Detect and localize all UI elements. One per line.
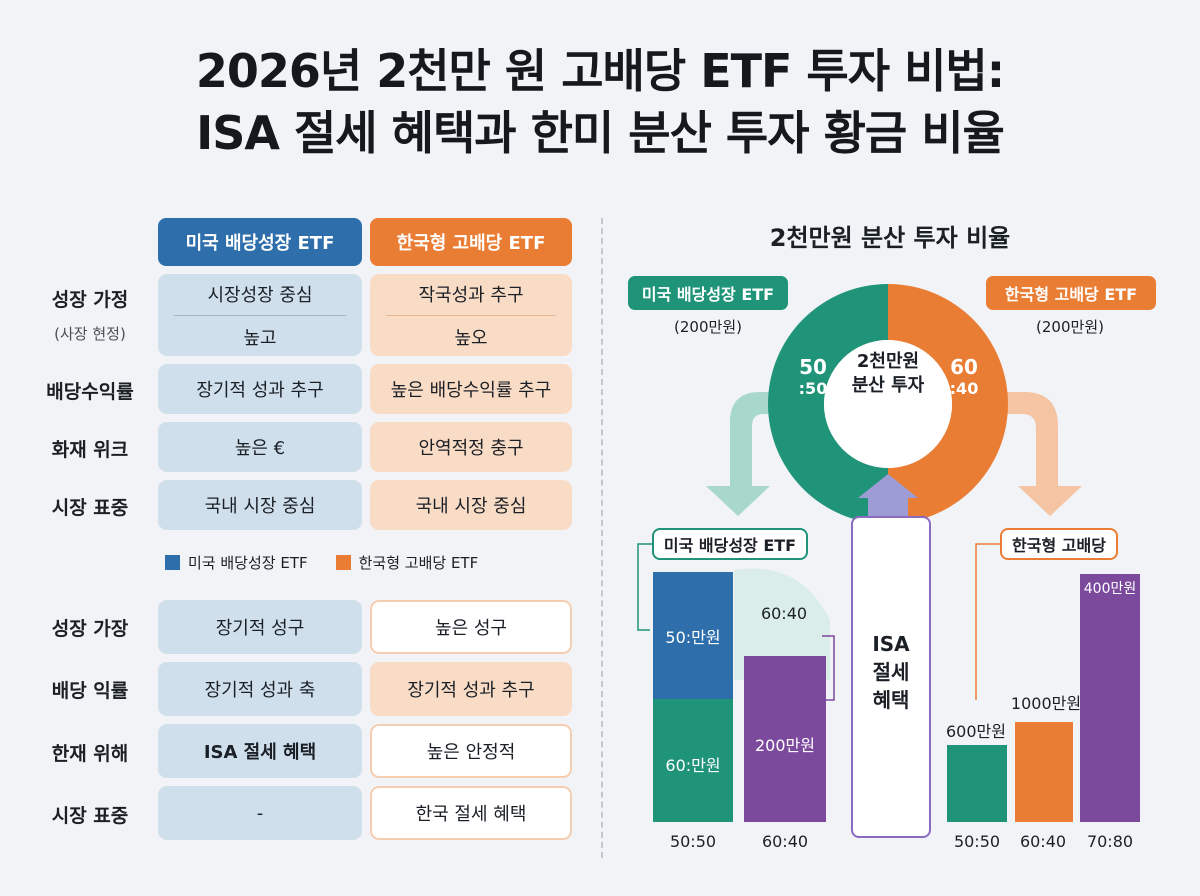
cell-divider (174, 314, 346, 316)
row-label-growth: 성장 가정 (51, 289, 129, 311)
cell-kr-growth-2: 높은 성구 (370, 600, 572, 654)
row-label-market-2: 시장 표중 (51, 805, 129, 827)
isa-label: ISA 절세 혜택 (851, 630, 931, 714)
cell-us-dividend-yield: 장기적 성과 추구 (158, 364, 362, 414)
isa-box (851, 516, 931, 838)
ratio-left: 50 :50 (793, 356, 833, 400)
tag-us-etf: 미국 배당성장 ETF (652, 528, 808, 560)
connector-left (637, 543, 652, 631)
pill-us-etf: 미국 배당성장 ETF (628, 276, 788, 310)
isa-line1: ISA (872, 632, 910, 656)
legend-item-us: 미국 배당성장 ETF (165, 552, 308, 573)
cell-us-growth-2: 장기적 성구 (158, 600, 362, 654)
cell-us-market: 국내 시장 중심 (158, 480, 362, 530)
ratio-left-line2: :50 (798, 379, 828, 398)
allocation-title: 2천만원 분산 투자 비율 (769, 224, 1011, 252)
donut-segment-green (768, 284, 888, 524)
ratio-left-line1: 50 (799, 355, 827, 379)
cell-kr-market: 국내 시장 중심 (370, 480, 572, 530)
cell-us-growth: 시장성장 중심 높고 (158, 274, 362, 356)
bar-label-ratio: 60:40 (760, 604, 808, 623)
cell-divider (386, 314, 556, 316)
arrow-teal (706, 392, 800, 516)
bar-label-blue: 50:만원 (665, 628, 721, 647)
x-label-right-3: 70:80 (1086, 832, 1134, 851)
cell-us-market-2: - (158, 786, 362, 840)
row-label-market: 시장 표중 (51, 497, 129, 519)
value-label-2: 1000만원 (1010, 694, 1082, 713)
x-label-right-2: 60:40 (1019, 832, 1067, 851)
title-line-2: ISA 절세 혜택과 한미 분산 투자 황금 비율 (196, 106, 1005, 160)
row-label-dividend-2: 배당 익률 (51, 680, 129, 702)
value-label-3: 400만원 (1083, 581, 1137, 597)
x-label-left-2: 60:40 (761, 832, 809, 851)
title-line-1: 2026년 2천만 원 고배당 ETF 투자 비법: (195, 44, 1005, 98)
ratio-right-line2: :40 (949, 379, 979, 398)
legend-label-us: 미국 배당성장 ETF (188, 554, 308, 572)
legend-swatch-kr (335, 555, 351, 570)
section-divider (601, 218, 603, 858)
header-kr-etf: 한국형 고배당 ETF (370, 218, 572, 266)
header-us-etf: 미국 배당성장 ETF (158, 218, 362, 266)
isa-line3: 혜택 (872, 688, 910, 712)
cell-kr-risk: 안역적정 충구 (370, 422, 572, 472)
cell-us-dividend-2: 장기적 성과 축 (158, 662, 362, 716)
ratio-right-line1: 60 (950, 355, 978, 379)
cell-us-growth-bottom: 높고 (243, 327, 277, 349)
cell-us-growth-top: 시장성장 중심 (207, 284, 313, 306)
pill-kr-etf: 한국형 고배당 ETF (986, 276, 1156, 310)
cell-us-risk: 높은 € (158, 422, 362, 472)
cell-kr-growth-bottom: 높오 (454, 327, 488, 349)
legend: 미국 배당성장 ETF 한국형 고배당 ETF (165, 552, 506, 573)
x-label-left-1: 50:50 (669, 832, 717, 851)
bar-green-50-50 (653, 699, 733, 822)
bar-label-purple: 200만원 (755, 736, 815, 755)
cell-kr-growth: 작국성과 추구 높오 (370, 274, 572, 356)
legend-label-kr: 한국형 고배당 ETF (358, 554, 479, 572)
cell-kr-risk-2: 높은 안정적 (370, 724, 572, 778)
row-label-risk-2: 한재 위해 (51, 743, 129, 765)
row-sublabel-growth: (사장 현정) (54, 325, 126, 343)
cell-kr-dividend-2: 장기적 성과 추구 (370, 662, 572, 716)
arrow-orange (976, 392, 1082, 516)
cell-kr-growth-top: 작국성과 추구 (418, 284, 524, 306)
bar-label-green: 60:만원 (665, 756, 721, 775)
ratio-right: 60 :40 (944, 356, 984, 400)
bar-right-2 (1015, 722, 1073, 822)
donut-center-line1: 2천만원 (856, 351, 920, 372)
value-label-1: 600만원 (946, 722, 1006, 741)
page-title: 2026년 2천만 원 고배당 ETF 투자 비법: ISA 절세 혜택과 한미… (0, 40, 1200, 164)
donut-center-label: 2천만원 분산 투자 (838, 350, 938, 398)
x-label-right-1: 50:50 (953, 832, 1001, 851)
row-label-dividend-yield: 배당수익률 (46, 381, 134, 403)
arrow-up-isa (858, 474, 918, 516)
legend-swatch-us (165, 555, 180, 570)
cell-us-risk-2: ISA 절세 혜택 (158, 724, 362, 778)
amount-kr: (200만원) (1036, 318, 1104, 336)
tag-kr-etf: 한국형 고배당 (1000, 528, 1118, 560)
connector-right (975, 543, 1000, 700)
legend-item-kr: 한국형 고배당 ETF (335, 552, 479, 573)
bar-right-3 (1080, 574, 1140, 822)
donut-segment-orange (888, 284, 1008, 524)
isa-line2: 절세 (872, 660, 910, 684)
row-label-growth-2: 성장 가장 (51, 618, 129, 640)
cell-kr-dividend-yield: 높은 배당수익률 추구 (370, 364, 572, 414)
cell-kr-market-2: 한국 절세 혜택 (370, 786, 572, 840)
bar-purple-60-40 (744, 656, 826, 822)
bar-blue-50-50 (653, 572, 733, 699)
amount-us: (200만원) (674, 318, 742, 336)
donut-center-line2: 분산 투자 (851, 375, 925, 396)
row-label-risk: 화재 위크 (51, 439, 129, 461)
bar-right-1 (947, 745, 1007, 822)
